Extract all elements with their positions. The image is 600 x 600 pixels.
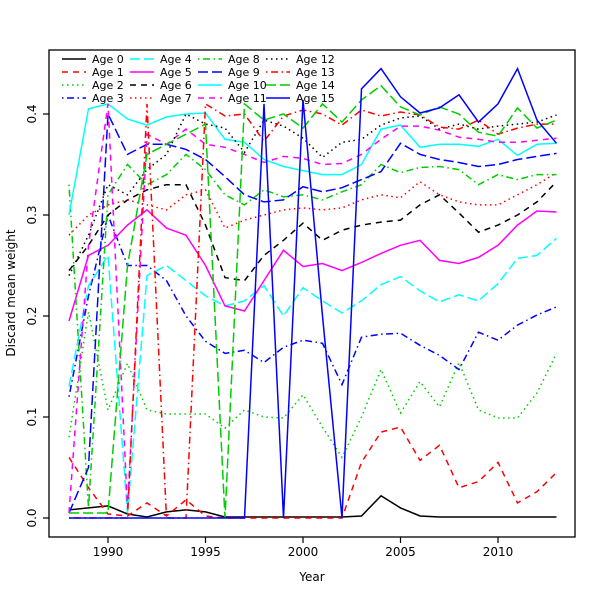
x-axis-title: Year	[298, 570, 324, 584]
legend-item-label: Age 13	[296, 66, 335, 79]
legend-item-age-4: Age 4	[130, 53, 192, 66]
legend-item-age-5: Age 5	[130, 66, 192, 79]
legend-item-label: Age 8	[228, 53, 260, 66]
legend-item-label: Age 7	[160, 92, 192, 105]
plot-border	[48, 49, 576, 538]
y-tick-label: 0.4	[25, 104, 39, 123]
legend-item-label: Age 2	[92, 79, 124, 92]
legend-item-label: Age 0	[92, 53, 124, 66]
legend-item-age-6: Age 6	[130, 79, 192, 92]
legend-item-age-15: Age 15	[266, 92, 335, 105]
legend-item-age-12: Age 12	[266, 53, 335, 66]
y-axis-title: Discard mean weight	[4, 229, 18, 357]
x-tick-label: 1990	[93, 545, 124, 559]
legend-item-age-13: Age 13	[266, 66, 335, 79]
legend-item-age-8: Age 8	[198, 53, 260, 66]
series-line-age-12	[68, 112, 557, 276]
series-line-age-14	[69, 84, 557, 519]
series-line-age-3	[68, 212, 557, 397]
y-tick-label: 0.3	[25, 205, 39, 224]
series-line-age-9	[68, 113, 557, 514]
legend-item-label: Age 4	[160, 53, 192, 66]
series-line-age-4	[68, 237, 557, 514]
legend-item-age-7: Age 7	[130, 92, 192, 105]
series-line-age-5	[68, 208, 557, 322]
legend-item-label: Age 10	[228, 79, 267, 92]
legend-item-label: Age 3	[92, 92, 124, 105]
legend-item-label: Age 12	[296, 53, 335, 66]
x-tick-label: 2000	[288, 545, 319, 559]
legend-item-label: Age 6	[160, 79, 192, 92]
x-tick-label: 2005	[385, 545, 416, 559]
series-line-age-13	[69, 102, 557, 519]
legend-item-age-9: Age 9	[198, 66, 260, 79]
legend-item-age-3: Age 3	[62, 92, 124, 105]
series-line-age-10	[68, 103, 557, 216]
legend-item-label: Age 5	[160, 66, 192, 79]
series-line-age-1	[68, 426, 558, 519]
x-tick-label: 2010	[483, 545, 514, 559]
legend-item-label: Age 15	[296, 92, 335, 105]
y-tick-label: 0.2	[25, 306, 39, 325]
legend-item-age-1: Age 1	[62, 66, 124, 79]
legend-item-label: Age 9	[228, 66, 260, 79]
y-tick-label: 0.1	[25, 407, 39, 426]
legend-item-age-14: Age 14	[266, 79, 335, 92]
legend-item-age-11: Age 11	[198, 92, 267, 105]
legend-item-age-0: Age 0	[62, 53, 124, 66]
legend-item-label: Age 1	[92, 66, 124, 79]
legend-item-label: Age 11	[228, 92, 267, 105]
y-tick-label: 0.0	[25, 508, 39, 527]
legend-item-age-2: Age 2	[62, 79, 124, 92]
series-line-age-15	[69, 66, 558, 519]
series-line-age-0	[68, 494, 557, 518]
legend-item-label: Age 14	[296, 79, 335, 92]
series-line-age-11	[68, 103, 557, 514]
x-tick-label: 1995	[190, 545, 221, 559]
series-line-age-2	[68, 311, 558, 459]
series-line-age-7	[68, 171, 557, 236]
legend-item-age-10: Age 10	[198, 79, 267, 92]
